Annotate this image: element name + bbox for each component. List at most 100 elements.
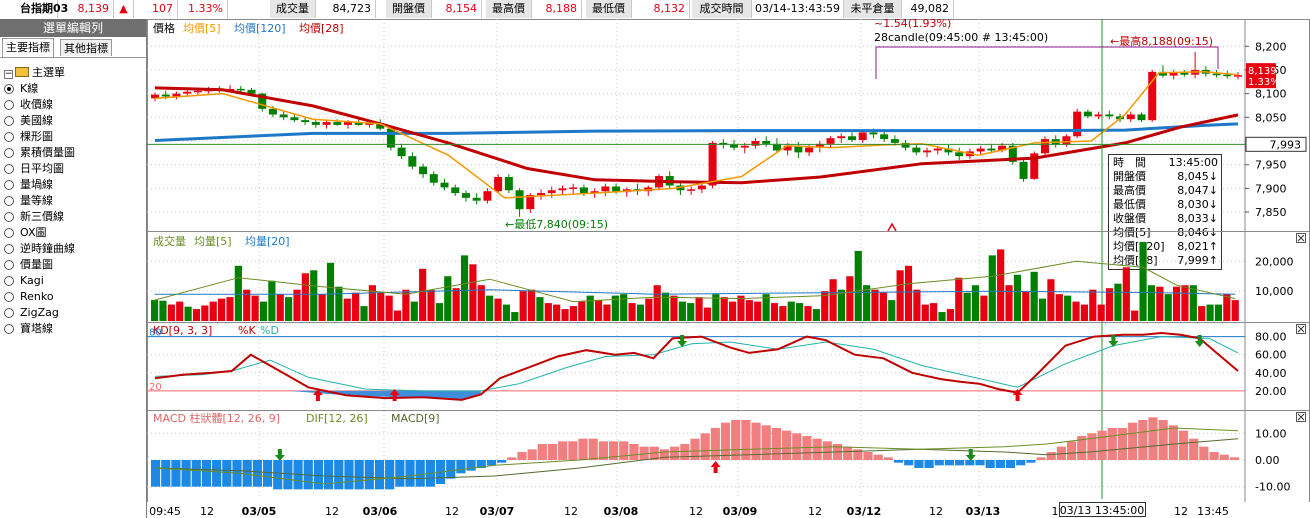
radio-icon[interactable] [4, 196, 14, 206]
menu-item-11[interactable]: 價量圖 [0, 257, 65, 273]
macd-bar-negative [222, 460, 232, 487]
candle-up [183, 91, 192, 94]
volume-bar [368, 285, 376, 321]
folder-icon [15, 67, 29, 77]
macd-close-button[interactable] [1296, 412, 1306, 422]
volume-bar [997, 249, 1005, 321]
radio-icon[interactable] [4, 180, 14, 190]
radio-icon[interactable] [4, 292, 14, 302]
candle-up [547, 190, 556, 194]
info-box-value: 8,045↓ [1177, 170, 1218, 183]
candle-down [1008, 145, 1017, 162]
menu-item-3[interactable]: 棵形圖 [0, 129, 65, 145]
tab-main-indicators[interactable]: 主要指標 [2, 38, 54, 57]
candle-up [151, 94, 159, 99]
macd-bar-positive [1046, 452, 1056, 460]
macd-bar-positive [1077, 436, 1087, 460]
menu-item-12[interactable]: Kagi [0, 273, 65, 289]
radio-icon[interactable] [4, 100, 14, 110]
tab-other-indicators[interactable]: 其他指標 [60, 39, 112, 56]
menu-item-10[interactable]: 逆時鐘曲線 [0, 241, 75, 257]
kd-close-button[interactable] [1296, 324, 1306, 334]
menu-item-15[interactable]: 寶塔線 [0, 321, 65, 337]
radio-icon[interactable] [4, 164, 14, 174]
quote-bar: 台指期03 8,139 ▲ 107 1.33% 成交量 84,723 開盤價 8… [0, 0, 1310, 20]
volume-bar [1147, 285, 1156, 321]
radio-selected-icon[interactable] [4, 84, 14, 94]
menu-item-7[interactable]: 量等線 [0, 193, 65, 209]
volume-bar [494, 298, 502, 321]
d-line [154, 336, 1239, 392]
macd-bar-positive [1128, 422, 1138, 460]
radio-icon[interactable] [4, 212, 14, 222]
macd-bar-positive [1087, 433, 1097, 460]
low-value: 8,132 [632, 0, 690, 18]
volume-bar [452, 288, 460, 321]
chart-area[interactable]: 價格均價[5]均價[120]均價[28]8,2008,1508,1008,050… [147, 19, 1310, 518]
info-box-label: 時 間 [1113, 156, 1146, 169]
radio-icon[interactable] [4, 308, 14, 318]
volume-bar [435, 303, 443, 321]
macd-bar-positive [741, 420, 751, 460]
radio-icon[interactable] [4, 260, 14, 270]
candle-up [858, 132, 867, 141]
last-price-box [1246, 63, 1276, 89]
candle-down [1019, 161, 1028, 179]
crosshair-price-label: 7,993 [1270, 138, 1302, 151]
macd-bar-negative [466, 460, 476, 471]
radio-icon[interactable] [4, 324, 14, 334]
macd-bar-negative [1016, 460, 1026, 466]
menu-item-2[interactable]: 美國線 [0, 113, 65, 129]
menu-item-9[interactable]: OX圖 [0, 225, 65, 241]
tree-root[interactable]: − 主選單 [4, 65, 65, 81]
menu-item-0[interactable]: K線 [0, 81, 65, 97]
volume-bar [360, 306, 368, 321]
volume-bar [863, 285, 871, 321]
candle-down [472, 197, 481, 201]
menu-item-1[interactable]: 收價線 [0, 97, 65, 113]
volume-bar [201, 305, 209, 321]
macd-tick-label: 0.00 [1255, 454, 1280, 467]
radio-icon[interactable] [4, 276, 14, 286]
candle-up [193, 90, 202, 93]
candle-down [847, 136, 856, 141]
volume-close-button[interactable] [1296, 233, 1306, 243]
volume-bar [712, 294, 720, 321]
radio-icon[interactable] [4, 132, 14, 142]
price-tick-label: 8,200 [1255, 40, 1287, 53]
volume-bar [318, 294, 326, 321]
price-tick-label: 8,050 [1255, 111, 1287, 124]
candle-up [1126, 114, 1135, 120]
legend-item: MACD[9] [391, 412, 440, 425]
volume-bar [938, 312, 946, 321]
collapse-icon[interactable]: − [4, 69, 13, 79]
menu-item-5[interactable]: 日平均圖 [0, 161, 65, 177]
price-tick-label: 7,900 [1255, 182, 1287, 195]
volume-bar [427, 289, 435, 321]
radio-icon[interactable] [4, 116, 14, 126]
menu-item-14[interactable]: ZigZag [0, 305, 65, 321]
candle-down [515, 190, 524, 210]
volume-bar [1047, 279, 1055, 321]
radio-icon[interactable] [4, 148, 14, 158]
open-label: 開盤價 [386, 0, 432, 18]
x-axis-label: 03/05 [242, 505, 277, 518]
x-axis-label: 03/07 [480, 505, 515, 518]
radio-icon[interactable] [4, 228, 14, 238]
menu-item-4[interactable]: 累積價量圖 [0, 145, 75, 161]
volume-bar [377, 292, 385, 321]
menu-item-8[interactable]: 新三價線 [0, 209, 65, 225]
candle-down [579, 187, 588, 194]
info-box-value: 13:45:00 [1169, 156, 1218, 169]
menu-item-13[interactable]: Renko [0, 289, 65, 305]
menu-item-6[interactable]: 量堝線 [0, 177, 65, 193]
k-line [154, 331, 1239, 401]
candle-down [290, 117, 299, 121]
macd-bar-negative [924, 460, 934, 468]
volume-bar [385, 295, 393, 321]
menu-item-label: 收價線 [20, 98, 53, 111]
radio-icon[interactable] [4, 244, 14, 254]
volume-bar [477, 285, 485, 321]
x-axis-label: 03/08 [604, 505, 639, 518]
volume-bar [980, 295, 988, 321]
